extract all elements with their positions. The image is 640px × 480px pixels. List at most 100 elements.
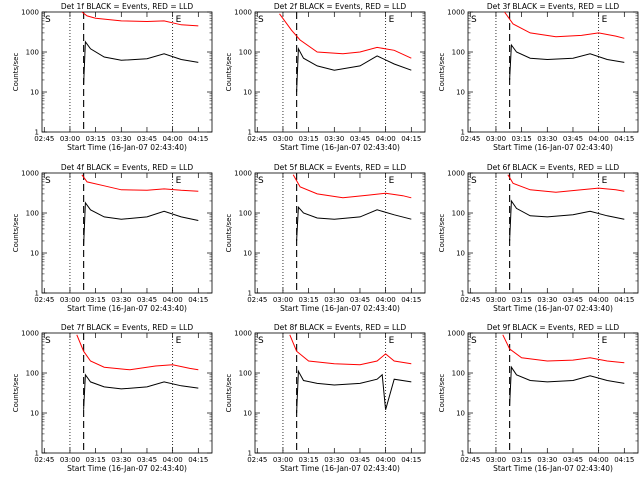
x-tick-label: 03:00 [486,456,506,464]
x-axis-label: Start Time (16-Jan-07 02:43:40) [493,304,613,313]
x-tick-label: 03:00 [60,296,80,304]
start-marker-label: S [45,336,51,346]
x-tick-label: 03:30 [111,296,131,304]
x-tick-label: 03:15 [86,456,106,464]
x-tick-label: 03:15 [512,135,532,143]
x-tick-label: 04:15 [614,296,634,304]
events-series-line [296,205,412,242]
events-series-line [83,201,199,247]
y-tick-label: 1 [35,129,39,137]
x-tick-label: 03:45 [350,456,370,464]
x-tick-label: 04:00 [376,296,396,304]
y-axis-label: Counts/sec [438,53,446,92]
x-tick-label: 03:30 [324,296,344,304]
events-series-line [83,373,199,410]
x-tick-label: 03:45 [350,135,370,143]
x-tick-label: 02:45 [460,135,480,143]
x-tick-label: 03:45 [563,135,583,143]
chart-title: Det 2f BLACK = Events, RED = LLD [274,2,407,11]
x-tick-label: 03:15 [86,135,106,143]
x-tick-label: 04:00 [376,135,396,143]
y-tick-label: 1000 [447,330,465,338]
start-marker-label: S [258,336,264,346]
lld-series-line [81,174,199,192]
x-tick-label: 04:00 [376,456,396,464]
x-tick-label: 04:00 [589,456,609,464]
x-tick-label: 04:15 [188,296,208,304]
plot-frame [254,172,426,294]
y-tick-label: 1000 [447,170,465,178]
y-tick-label: 100 [239,370,252,378]
chart-title: Det 1f BLACK = Events, RED = LLD [61,2,194,11]
x-tick-label: 03:00 [273,296,293,304]
y-axis-label: Counts/sec [438,374,446,413]
chart-title: Det 6f BLACK = Events, RED = LLD [487,163,620,172]
chart-panel: Det 3f BLACK = Events, RED = LLD 1 10 100 10… [438,2,639,152]
plot-frame [254,11,426,133]
x-tick-label: 04:00 [589,296,609,304]
x-tick-label: 03:15 [86,296,106,304]
x-tick-label: 03:30 [111,135,131,143]
start-marker-label: S [471,176,477,186]
chart-title: Det 3f BLACK = Events, RED = LLD [487,2,620,11]
x-tick-label: 03:15 [299,135,319,143]
chart-title: Det 8f BLACK = Events, RED = LLD [274,323,407,332]
x-tick-label: 02:45 [34,456,54,464]
x-tick-label: 02:45 [247,456,267,464]
y-tick-label: 1000 [447,9,465,17]
y-tick-label: 1 [461,290,465,298]
y-tick-label: 1 [248,290,252,298]
chart-title: Det 9f BLACK = Events, RED = LLD [487,323,620,332]
x-tick-label: 03:30 [537,296,557,304]
start-marker-label: S [258,15,264,25]
y-axis-label: Counts/sec [225,53,233,92]
x-tick-label: 03:30 [111,456,131,464]
x-tick-label: 03:00 [486,296,506,304]
y-tick-label: 10 [456,410,465,418]
x-axis-label: Start Time (16-Jan-07 02:43:40) [493,464,613,473]
x-tick-label: 03:45 [137,296,157,304]
y-tick-label: 100 [26,370,39,378]
x-tick-label: 04:15 [401,456,421,464]
plot-frame [467,332,639,454]
x-tick-label: 04:15 [188,135,208,143]
x-tick-label: 04:00 [589,135,609,143]
x-tick-label: 03:30 [537,456,557,464]
lld-series-line [504,11,625,39]
y-tick-label: 1 [35,450,39,458]
y-tick-label: 1000 [21,330,39,338]
x-tick-label: 02:45 [34,296,54,304]
y-tick-label: 1000 [21,170,39,178]
x-tick-label: 04:15 [614,456,634,464]
x-tick-label: 04:15 [614,135,634,143]
chart-panel: Det 8f BLACK = Events, RED = LLD 1 10 100 10… [225,323,426,473]
end-marker-label: E [602,336,608,346]
x-tick-label: 03:30 [324,135,344,143]
lld-series-line [289,334,412,366]
x-tick-label: 03:45 [563,296,583,304]
y-tick-label: 100 [239,210,252,218]
x-axis-label: Start Time (16-Jan-07 02:43:40) [280,143,400,152]
x-tick-label: 02:45 [34,135,54,143]
lld-series-line [279,13,412,59]
x-tick-label: 04:15 [188,456,208,464]
y-tick-label: 10 [243,410,252,418]
events-series-line [509,199,625,242]
x-tick-label: 02:45 [460,296,480,304]
x-tick-label: 03:15 [299,296,319,304]
x-tick-label: 03:00 [273,135,293,143]
plot-frame [254,332,426,454]
y-tick-label: 10 [243,89,252,97]
start-marker-label: S [471,336,477,346]
y-tick-label: 100 [452,49,465,57]
events-series-line [509,365,625,407]
start-marker-label: S [45,176,51,186]
x-tick-label: 04:00 [163,456,183,464]
end-marker-label: E [176,336,182,346]
y-axis-label: Counts/sec [12,214,20,253]
x-tick-label: 02:45 [247,296,267,304]
chart-title: Det 7f BLACK = Events, RED = LLD [61,323,194,332]
y-tick-label: 1000 [234,9,252,17]
x-tick-label: 03:00 [273,456,293,464]
y-tick-label: 10 [243,250,252,258]
